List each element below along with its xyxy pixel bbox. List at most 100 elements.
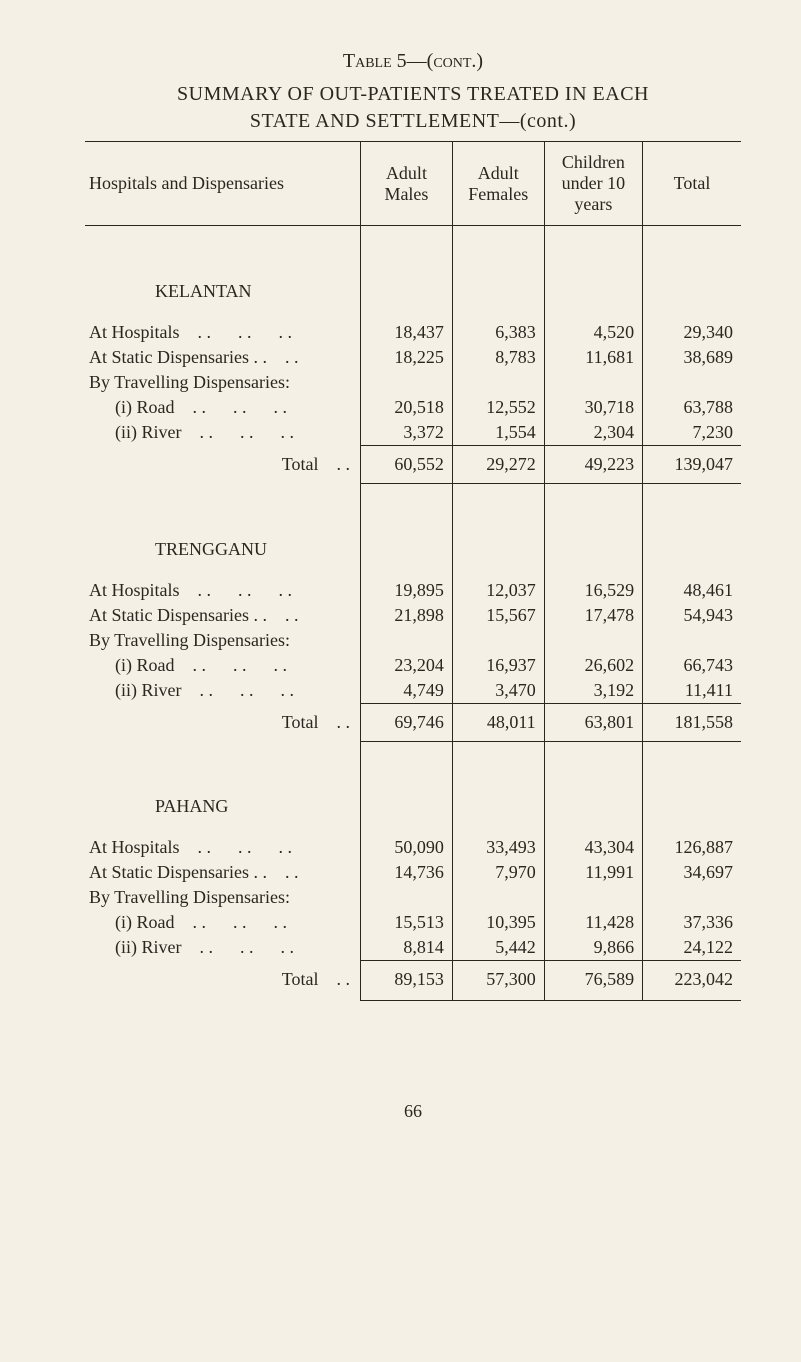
- row-label-total: Total: [282, 454, 350, 474]
- row-label-hospitals: At Hospitals: [89, 322, 292, 342]
- total-row-kelantan: Total 60,552 29,272 49,223 139,047: [85, 446, 741, 484]
- cell: 48,011: [452, 703, 544, 741]
- cell: 8,814: [361, 935, 453, 961]
- section-name-trengganu: TRENGGANU: [85, 484, 361, 578]
- cell: 43,304: [544, 835, 642, 860]
- cell: 10,395: [452, 910, 544, 935]
- cell: 18,225: [361, 345, 453, 370]
- cell: 33,493: [452, 835, 544, 860]
- cell: 3,470: [452, 678, 544, 704]
- cell: 29,272: [452, 446, 544, 484]
- row-label-travelling: By Travelling Dispensaries:: [85, 628, 361, 653]
- summary-title-line2: STATE AND SETTLEMENT—(cont.): [85, 110, 741, 133]
- section-kelantan: KELANTAN: [85, 226, 741, 321]
- cell: 223,042: [643, 961, 741, 1001]
- cell: 14,736: [361, 860, 453, 885]
- section-name-pahang: PAHANG: [85, 741, 361, 835]
- cell: 50,090: [361, 835, 453, 860]
- cell: 63,801: [544, 703, 642, 741]
- cell: 37,336: [643, 910, 741, 935]
- row-label-road: (i) Road: [115, 655, 287, 675]
- row-label-road: (i) Road: [115, 912, 287, 932]
- cell: 181,558: [643, 703, 741, 741]
- table-row: At Static Dispensaries . . 21,898 15,567…: [85, 603, 741, 628]
- header-total: Total: [643, 142, 741, 226]
- cell: 12,037: [452, 578, 544, 603]
- cell: 6,383: [452, 320, 544, 345]
- cell: 20,518: [361, 395, 453, 420]
- document-page: Table 5—(cont.) SUMMARY OF OUT-PATIENTS …: [0, 0, 801, 1152]
- cell: 16,529: [544, 578, 642, 603]
- total-row-trengganu: Total 69,746 48,011 63,801 181,558: [85, 703, 741, 741]
- section-trengganu: TRENGGANU: [85, 484, 741, 578]
- cell: 7,970: [452, 860, 544, 885]
- outpatients-table: Hospitals and Dispensaries Adult Males A…: [85, 141, 741, 1001]
- row-label-road: (i) Road: [115, 397, 287, 417]
- table-row: (i) Road 20,518 12,552 30,718 63,788: [85, 395, 741, 420]
- table-row: (ii) River 4,749 3,470 3,192 11,411: [85, 678, 741, 704]
- cell: 126,887: [643, 835, 741, 860]
- section-name-kelantan: KELANTAN: [85, 226, 361, 321]
- cell: 19,895: [361, 578, 453, 603]
- cell: 54,943: [643, 603, 741, 628]
- row-label-hospitals: At Hospitals: [89, 837, 292, 857]
- cell: 57,300: [452, 961, 544, 1001]
- cell: 48,461: [643, 578, 741, 603]
- cell: 26,602: [544, 653, 642, 678]
- cell: 11,411: [643, 678, 741, 704]
- cell: 89,153: [361, 961, 453, 1001]
- summary-title-line1: SUMMARY OF OUT-PATIENTS TREATED IN EACH: [85, 83, 741, 106]
- row-label-river: (ii) River: [115, 937, 294, 957]
- row-label-river: (ii) River: [115, 680, 294, 700]
- cell: 18,437: [361, 320, 453, 345]
- cell: 11,991: [544, 860, 642, 885]
- table-row: (i) Road 23,204 16,937 26,602 66,743: [85, 653, 741, 678]
- cell: 66,743: [643, 653, 741, 678]
- row-label-hospitals: At Hospitals: [89, 580, 292, 600]
- row-label-total: Total: [282, 712, 350, 732]
- cell: 4,520: [544, 320, 642, 345]
- total-row-pahang: Total 89,153 57,300 76,589 223,042: [85, 961, 741, 1001]
- table-row: At Static Dispensaries . . 14,736 7,970 …: [85, 860, 741, 885]
- row-label-static: At Static Dispensaries . .: [89, 347, 298, 367]
- table-row: At Hospitals 19,895 12,037 16,529 48,461: [85, 578, 741, 603]
- row-label-static: At Static Dispensaries . .: [89, 605, 298, 625]
- cell: 12,552: [452, 395, 544, 420]
- cell: 38,689: [643, 345, 741, 370]
- cell: 11,428: [544, 910, 642, 935]
- table-row: (ii) River 8,814 5,442 9,866 24,122: [85, 935, 741, 961]
- cell: 17,478: [544, 603, 642, 628]
- row-label-total: Total: [282, 969, 350, 989]
- cell: 29,340: [643, 320, 741, 345]
- cell: 30,718: [544, 395, 642, 420]
- table-row: At Static Dispensaries . . 18,225 8,783 …: [85, 345, 741, 370]
- table-row: (ii) River 3,372 1,554 2,304 7,230: [85, 420, 741, 446]
- cell: 24,122: [643, 935, 741, 961]
- table-row: By Travelling Dispensaries:: [85, 370, 741, 395]
- table-row: By Travelling Dispensaries:: [85, 628, 741, 653]
- table-row: At Hospitals 50,090 33,493 43,304 126,88…: [85, 835, 741, 860]
- table-title: Table 5—(cont.): [85, 50, 741, 73]
- cell: 76,589: [544, 961, 642, 1001]
- cell: 5,442: [452, 935, 544, 961]
- row-label-travelling: By Travelling Dispensaries:: [85, 370, 361, 395]
- cell: 21,898: [361, 603, 453, 628]
- cell: 9,866: [544, 935, 642, 961]
- row-label-river: (ii) River: [115, 422, 294, 442]
- table-row: By Travelling Dispensaries:: [85, 885, 741, 910]
- cell: 16,937: [452, 653, 544, 678]
- row-label-travelling: By Travelling Dispensaries:: [85, 885, 361, 910]
- cell: 11,681: [544, 345, 642, 370]
- header-females: Adult Females: [452, 142, 544, 226]
- cell: 63,788: [643, 395, 741, 420]
- cell: 7,230: [643, 420, 741, 446]
- cell: 34,697: [643, 860, 741, 885]
- cell: 139,047: [643, 446, 741, 484]
- cell: 8,783: [452, 345, 544, 370]
- cell: 3,192: [544, 678, 642, 704]
- table-row: At Hospitals 18,437 6,383 4,520 29,340: [85, 320, 741, 345]
- header-males: Adult Males: [361, 142, 453, 226]
- cell: 15,513: [361, 910, 453, 935]
- table-header-row: Hospitals and Dispensaries Adult Males A…: [85, 142, 741, 226]
- page-number: 66: [85, 1101, 741, 1122]
